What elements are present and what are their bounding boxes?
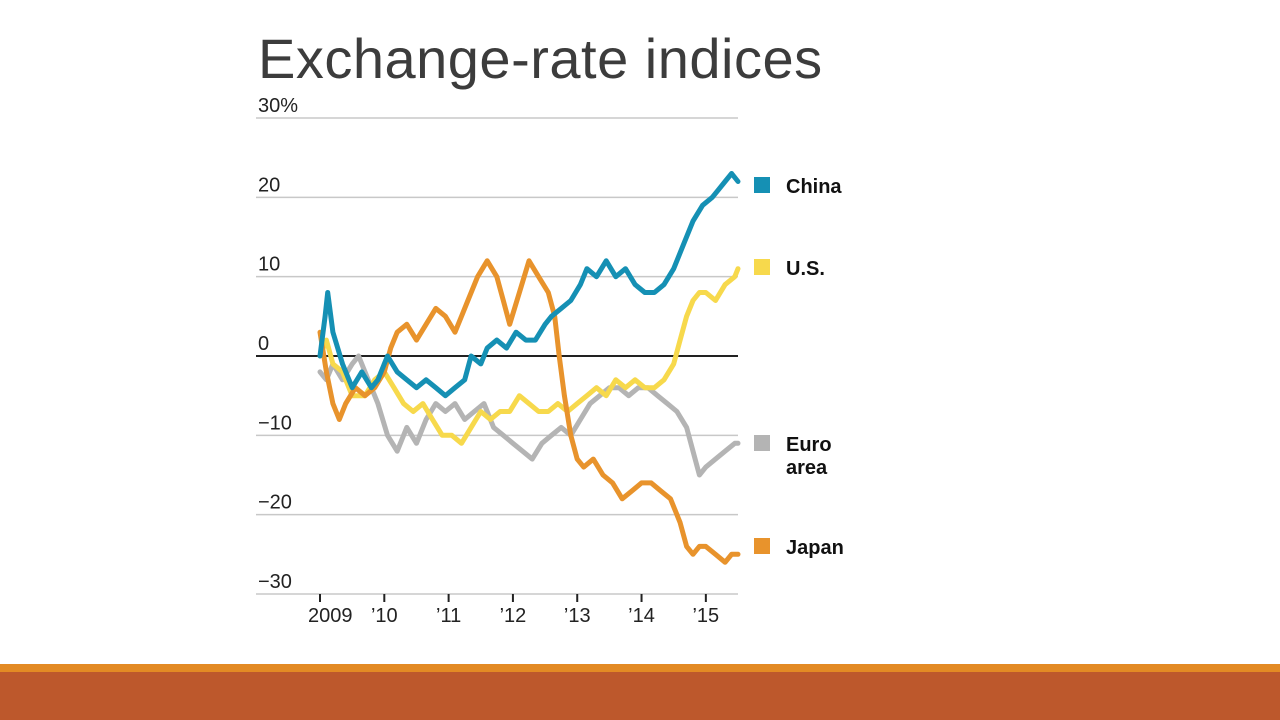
x-tick-label: ’12 xyxy=(500,605,527,627)
legend-label: U.S. xyxy=(786,258,825,280)
x-tick-label: ’11 xyxy=(436,605,461,627)
y-tick-label: 20 xyxy=(258,174,280,196)
legend-swatch xyxy=(754,259,770,275)
x-tick-label: ’14 xyxy=(628,605,655,627)
series-lines xyxy=(317,171,741,565)
y-axis-tick-labels: 30% 20 10 0 −10 −20 −30 xyxy=(258,95,298,593)
y-tick-label: 30% xyxy=(258,95,298,117)
series-line-china xyxy=(317,171,741,399)
legend-swatch xyxy=(754,435,770,451)
exchange-rate-chart: 30% 20 10 0 −10 −20 −30 2009 ’10 ’11 ’12 ’13 ’14 ’15… xyxy=(256,95,844,627)
series-line-u-s xyxy=(317,266,741,446)
x-tick-label: ’10 xyxy=(371,605,398,627)
legend-label: Japan xyxy=(786,537,844,559)
footer-accent-band xyxy=(0,664,1280,672)
y-tick-label: −30 xyxy=(258,571,292,593)
legend-label: area xyxy=(786,457,828,479)
series-line-euro-area xyxy=(317,353,741,478)
y-tick-label: 10 xyxy=(258,254,280,276)
x-tick-label: ’13 xyxy=(564,605,591,627)
legend-swatch xyxy=(754,177,770,193)
legend-swatch xyxy=(754,538,770,554)
legend-label: China xyxy=(786,176,842,198)
slide-title: Exchange-rate indices xyxy=(258,27,823,90)
x-tick-label: ’15 xyxy=(692,605,719,627)
y-tick-label: −20 xyxy=(258,492,292,514)
x-tick-label: 2009 xyxy=(308,605,353,627)
x-axis: 2009 ’10 ’11 ’12 ’13 ’14 ’15 xyxy=(308,594,719,627)
legend-label: Euro xyxy=(786,434,832,456)
footer-band xyxy=(0,672,1280,720)
y-tick-label: −10 xyxy=(258,412,292,434)
y-tick-label: 0 xyxy=(258,333,269,355)
